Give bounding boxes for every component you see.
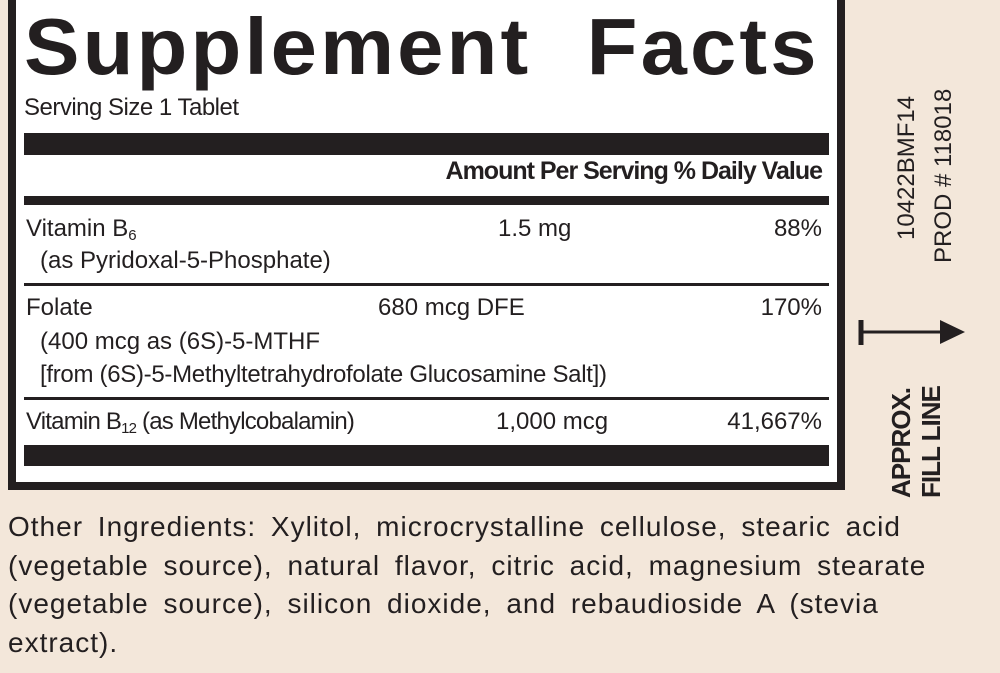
thick-divider (24, 133, 829, 155)
nutrient-amount: 680 mcg DFE (378, 294, 525, 321)
nutrient-amount: 1,000 mcg (496, 408, 609, 435)
product-number: PROD # 118018 (930, 88, 957, 263)
row-divider (24, 397, 829, 400)
nutrient-detail: [from (6S)-5-Methyltetrahydrofolate Gluc… (40, 361, 607, 388)
other-ingredients: Other Ingredients: Xylitol, microcrystal… (8, 511, 927, 658)
nutrient-detail: (as Pyridoxal-5-Phosphate) (40, 247, 331, 274)
nutrient-name: Vitamin B12 (as Methylcobalamin) (26, 408, 355, 437)
row-divider (24, 283, 829, 286)
nutrient-amount: 1.5 mg (498, 215, 572, 242)
nutrient-detail: (400 mcg as (6S)-5-MTHF (40, 328, 321, 355)
medium-divider (24, 196, 829, 205)
thick-divider (24, 445, 829, 466)
supplement-facts-panel (8, 0, 845, 490)
nutrient-name: Folate (26, 294, 93, 321)
panel-title: Supplement Facts (24, 2, 820, 91)
nutrient-dv: 41,667% (727, 408, 822, 435)
serving-size: Serving Size 1 Tablet (24, 94, 239, 121)
lot-code: 10422BMF14 (893, 95, 920, 240)
fill-line-label: APPROX. FILL LINE (886, 386, 946, 498)
dv-header: % Daily Value (673, 157, 823, 185)
nutrient-dv: 170% (760, 294, 822, 321)
fill-line-arrow-icon (858, 320, 965, 345)
amount-header: Amount Per Serving (445, 157, 669, 185)
column-header: Amount Per Serving % Daily Value (445, 157, 823, 186)
nutrient-name: Vitamin B6 (26, 215, 137, 244)
nutrient-dv: 88% (773, 215, 822, 242)
